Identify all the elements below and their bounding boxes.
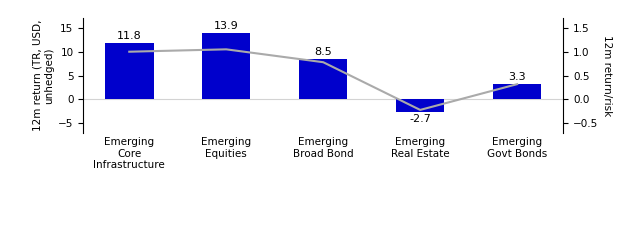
Bar <box>105 43 154 99</box>
Text: 8.5: 8.5 <box>314 47 332 57</box>
Y-axis label: 12m return/risk: 12m return/risk <box>602 35 612 116</box>
Bar <box>299 59 348 99</box>
Y-axis label: 12m return (TR, USD,
unhedged): 12m return (TR, USD, unhedged) <box>33 20 54 131</box>
Text: 13.9: 13.9 <box>214 21 239 31</box>
Bar <box>493 84 541 99</box>
Text: 11.8: 11.8 <box>117 31 141 41</box>
Bar <box>396 99 444 112</box>
Text: 3.3: 3.3 <box>508 72 526 82</box>
Text: -2.7: -2.7 <box>409 114 431 124</box>
Bar <box>202 33 250 99</box>
